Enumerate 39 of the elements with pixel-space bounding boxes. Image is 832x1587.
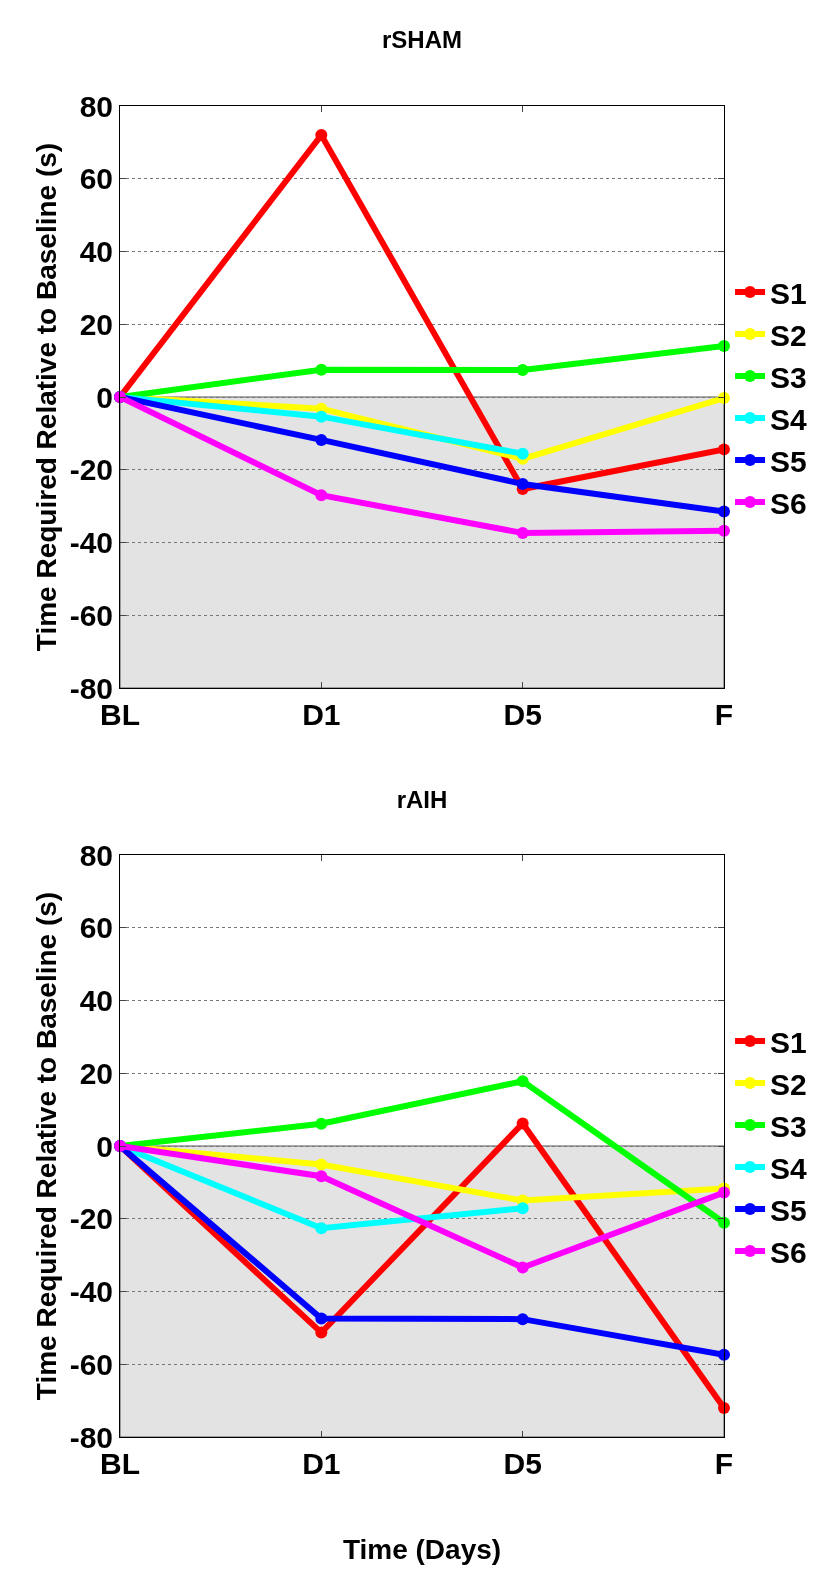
x-tick-label: F [714,1447,734,1480]
y-tick-label: 40 [79,235,113,268]
legend-label: S3 [770,1109,807,1143]
legend-label: S1 [770,1025,807,1059]
y-tick-label: -20 [69,1202,113,1236]
y-tick-label: -40 [69,1275,113,1308]
x-tick-label: D1 [302,698,341,731]
y-tick-label: 0 [96,1129,113,1163]
y-axis-title: Time Required Relative to Baseline (s) [31,891,63,1401]
x-tick-label: D1 [302,1447,341,1480]
chart-title: rAIH [396,786,448,814]
legend-label: S5 [770,1193,807,1227]
x-tick-label: D5 [503,698,542,731]
legend-label: S4 [770,402,808,436]
legend-label: S3 [770,360,807,394]
legend-label: S5 [770,444,807,478]
legend-label: S2 [770,318,807,352]
y-tick-label: -60 [69,598,113,632]
y-tick-label: 0 [96,380,113,414]
y-tick-label: 20 [79,1056,113,1090]
y-tick-label: 20 [79,307,113,341]
legend-label: S6 [770,486,807,520]
y-tick-label: 80 [79,838,113,872]
y-tick-label: 60 [79,162,113,196]
legend-label: S1 [770,276,807,310]
x-tick-label: F [714,698,734,731]
y-tick-label: 40 [79,984,113,1017]
y-tick-label: -40 [69,526,113,559]
legend-label: S4 [770,1151,808,1185]
y-axis-title: Time Required Relative to Baseline (s) [31,142,63,652]
x-tick-label: D5 [503,1447,542,1480]
legend-label: S6 [770,1235,807,1269]
x-axis-title: Time (Days) [342,1534,502,1566]
y-tick-label: -20 [69,453,113,487]
y-tick-label: 80 [79,89,113,123]
chart-title: rSHAM [381,26,463,54]
y-tick-label: -60 [69,1347,113,1381]
legend-label: S2 [770,1067,807,1101]
y-tick-label: 60 [79,911,113,945]
